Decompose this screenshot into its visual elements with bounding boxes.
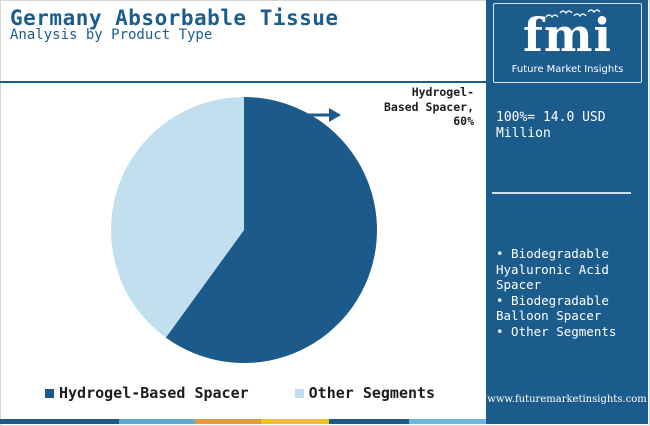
market-total: 100%= 14.0 USD Million	[496, 110, 606, 141]
footer-color-bar	[0, 419, 486, 424]
footer-color-segment	[47, 419, 119, 424]
callout-arrow	[304, 108, 341, 122]
chart-subtitle: Analysis by Product Type	[10, 27, 213, 43]
pie-slice-hydrogel-based-spacer	[165, 97, 377, 364]
info-panel: fmi Future Market Insights 100%= 14.0 US…	[486, 0, 648, 424]
legend-swatch-other	[294, 388, 304, 398]
legend-swatch-hydrogel	[45, 388, 54, 398]
list-item: • Other Segments	[496, 323, 617, 339]
legend: Hydrogel-Based Spacer Other Segments	[45, 384, 481, 402]
footer-color-segment	[261, 419, 329, 424]
pie-chart	[110, 97, 377, 364]
footer-color-segment	[329, 419, 409, 424]
panel-divider	[492, 192, 631, 194]
fmi-logo: fmi Future Market Insights	[493, 3, 642, 83]
slice-data-label-hydrogel: Hydrogel- Based Spacer, 60%	[383, 85, 474, 128]
footer-color-segment	[119, 419, 195, 424]
footer-color-segment	[409, 419, 486, 424]
title-divider	[0, 81, 486, 83]
list-item: • Biodegradable Hyaluronic Acid Spacer	[496, 246, 609, 292]
legend-item-hydrogel: Hydrogel-Based Spacer	[45, 384, 249, 402]
legend-item-other: Other Segments	[294, 384, 436, 402]
list-item: • Biodegradable Balloon Spacer	[496, 292, 609, 324]
footer-color-segment	[0, 419, 47, 424]
logo-caption: Future Market Insights	[511, 64, 624, 75]
other-segments-list: • Biodegradable Hyaluronic Acid Spacer •…	[496, 246, 646, 339]
footer-color-segment	[195, 419, 261, 424]
pie-slice-other-segments	[110, 97, 244, 338]
legend-label-other: Other Segments	[308, 384, 436, 402]
logo-wordmark: fmi	[523, 8, 612, 62]
website-url: www.futuremarketinsights.com	[487, 394, 647, 405]
chart-title: Germany Absorbable Tissue	[10, 6, 339, 30]
birds-icon	[545, 9, 601, 19]
legend-label-hydrogel: Hydrogel-Based Spacer	[59, 384, 249, 402]
